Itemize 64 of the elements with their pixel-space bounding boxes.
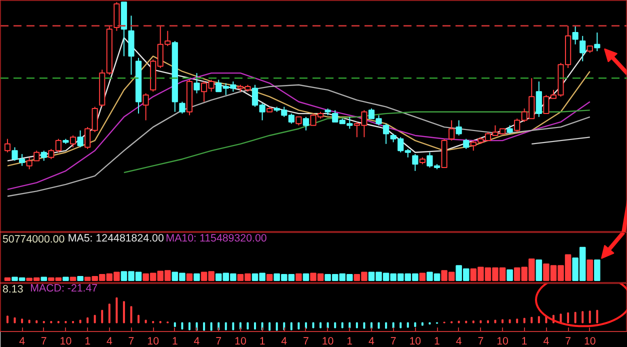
bar xyxy=(419,272,426,282)
x-tick-label: 1 xyxy=(259,336,266,347)
x-tick-label: 10 xyxy=(409,336,422,347)
bar xyxy=(266,274,273,282)
x-tick-label: 4 xyxy=(106,336,112,347)
x-tick-label: 10 xyxy=(496,336,509,347)
bar xyxy=(194,273,200,282)
x-tick-label: 1 xyxy=(84,336,91,347)
bar xyxy=(586,259,594,282)
x-tick-label: 1 xyxy=(521,336,528,347)
x-tick-label: 4 xyxy=(368,336,375,347)
bar xyxy=(594,259,600,282)
bar xyxy=(70,276,76,282)
candlestick xyxy=(70,134,76,148)
x-tick-label: 4 xyxy=(456,336,462,347)
x-tick-label: 10 xyxy=(584,336,596,347)
x-tick-label: 1 xyxy=(434,336,440,347)
candlestick xyxy=(142,92,149,121)
candlestick xyxy=(40,150,47,162)
x-tick-label: 4 xyxy=(543,336,550,347)
text: 50774000.00 xyxy=(2,233,65,246)
candlestick xyxy=(412,154,418,172)
x-tick-label: 7 xyxy=(40,336,47,347)
x-tick-label: 7 xyxy=(390,336,396,347)
x-tick-label: 1 xyxy=(172,336,178,347)
x-tick-label: 10 xyxy=(234,336,246,347)
x-tick-label: 7 xyxy=(303,336,310,347)
candlestick xyxy=(536,80,542,118)
x-tick-label: 10 xyxy=(60,336,72,347)
candlestick xyxy=(302,116,310,131)
x-tick-label: 7 xyxy=(478,336,484,347)
bar xyxy=(506,269,513,282)
x-tick-label: 7 xyxy=(216,336,222,347)
candlestick xyxy=(179,101,186,114)
x-tick-label: 4 xyxy=(281,336,288,347)
text: MA10: 115489320.00 xyxy=(166,232,267,244)
candlestick xyxy=(463,138,470,150)
candlestick xyxy=(456,120,462,136)
bar xyxy=(296,273,302,282)
bar xyxy=(4,277,11,282)
candlestick xyxy=(77,130,84,148)
text: MACD: -21.47 xyxy=(30,282,98,294)
x-tick-label: 7 xyxy=(128,336,134,347)
bar xyxy=(40,276,48,282)
candlestick xyxy=(572,25,578,45)
candlestick xyxy=(594,32,600,52)
x-tick-label: 1 xyxy=(346,336,353,347)
text: 8.13 xyxy=(2,283,24,296)
candlestick xyxy=(580,35,586,62)
bar xyxy=(186,273,193,282)
x-tick-label: 10 xyxy=(322,336,334,347)
candlestick xyxy=(383,123,390,144)
x-tick-label: 4 xyxy=(19,336,26,347)
text: MA5: 124481824.00 xyxy=(68,232,164,244)
bar xyxy=(536,259,542,282)
bar xyxy=(302,273,310,282)
bar xyxy=(62,276,69,282)
x-tick-label: 4 xyxy=(194,336,200,347)
bar xyxy=(77,276,84,282)
x-tick-label: 10 xyxy=(147,336,160,347)
candlestick xyxy=(194,72,200,94)
candlestick xyxy=(4,138,11,153)
x-tick-label: 7 xyxy=(565,336,572,347)
candlestick xyxy=(448,120,455,142)
